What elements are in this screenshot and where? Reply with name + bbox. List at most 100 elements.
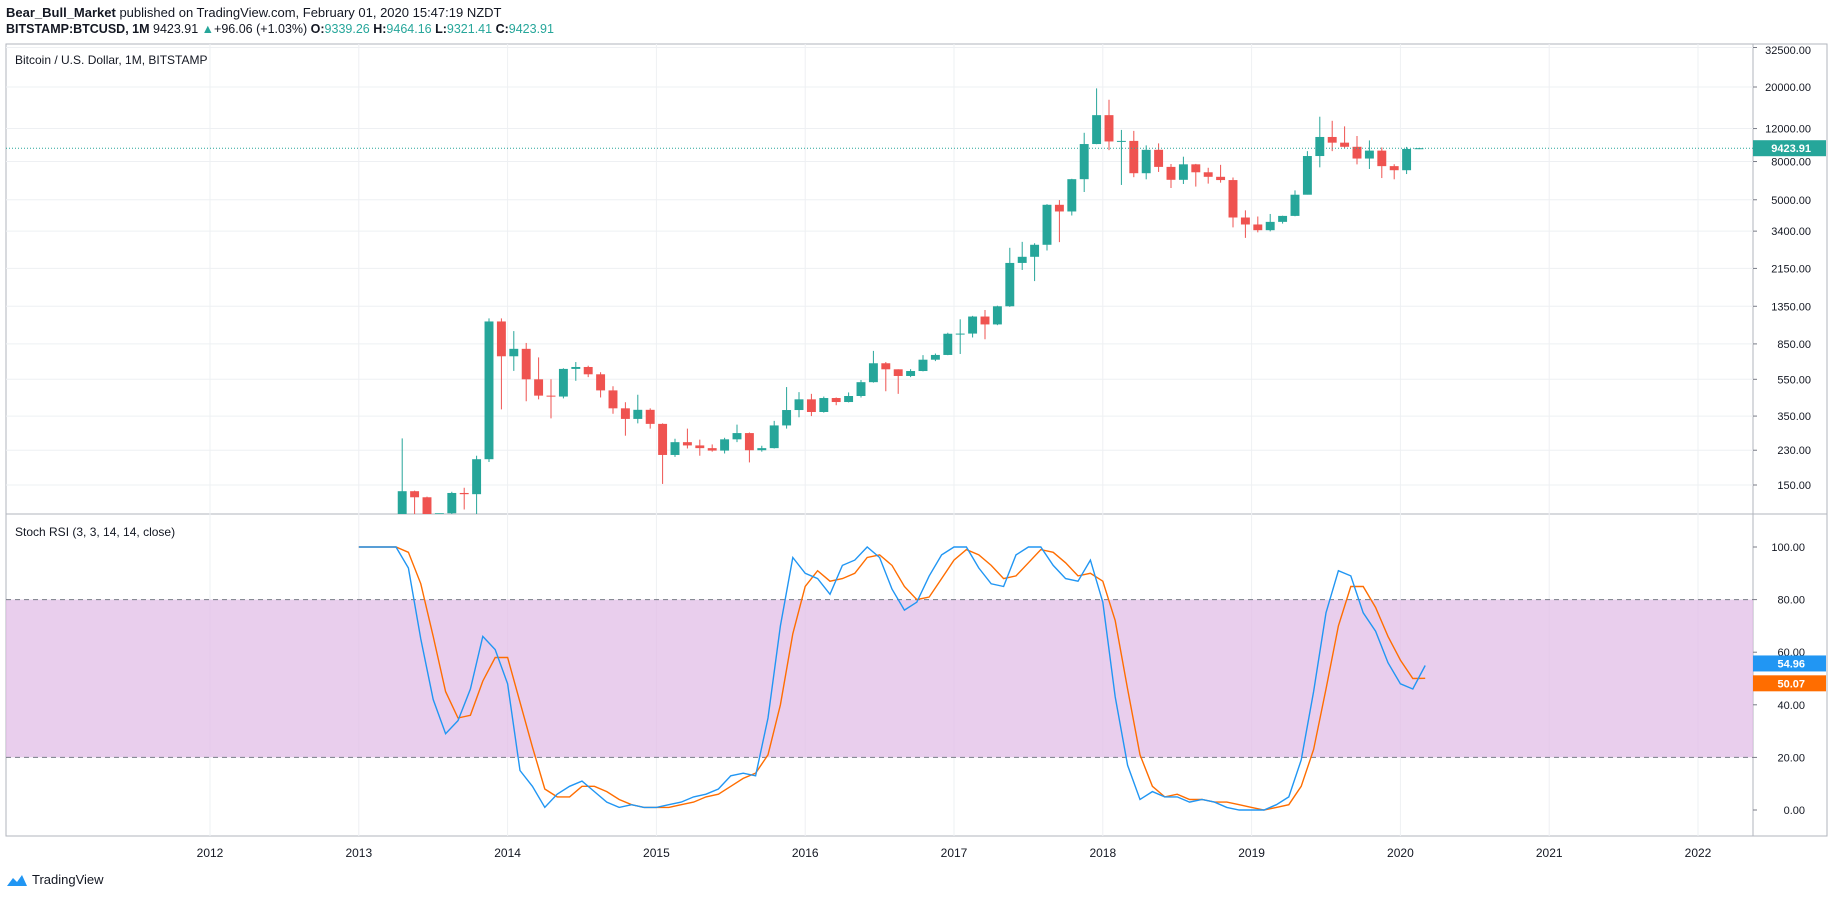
candle-body[interactable] [571, 366, 581, 369]
candle-body[interactable] [757, 448, 767, 451]
candle-body[interactable] [1265, 221, 1275, 231]
candle-body[interactable] [670, 442, 680, 455]
candle-body[interactable] [794, 399, 804, 411]
candle-body[interactable] [521, 348, 531, 380]
candle-body[interactable] [1327, 136, 1337, 143]
stoch-tick-label: 80.00 [1777, 595, 1805, 607]
candle-body[interactable] [1290, 194, 1300, 216]
candle-body[interactable] [831, 398, 841, 403]
candle-body[interactable] [1278, 215, 1288, 222]
stoch-tick-label: 40.00 [1777, 700, 1805, 712]
candle-body[interactable] [1054, 204, 1064, 212]
candle-body[interactable] [1228, 180, 1238, 218]
candle-body[interactable] [509, 348, 519, 357]
candle-body[interactable] [1352, 146, 1362, 159]
candle-body[interactable] [856, 382, 866, 396]
brand-label[interactable]: TradingView [32, 872, 104, 887]
candle-body[interactable] [906, 371, 916, 376]
price-tick-label: 150.00 [1777, 480, 1811, 492]
candle-body[interactable] [1402, 148, 1412, 171]
candle-body[interactable] [1005, 262, 1015, 307]
stoch-k-line[interactable] [358, 546, 1426, 811]
candle-body[interactable] [1253, 224, 1263, 231]
candle-body[interactable] [732, 433, 742, 440]
candle-body[interactable] [410, 491, 420, 498]
candle-body[interactable] [1240, 217, 1250, 225]
chart-canvas[interactable]: 2012 2013 2014 2015 2016 2017 2018 2019 2020 2021… [0, 0, 1828, 870]
candle-body[interactable] [434, 513, 444, 520]
candle-body[interactable] [484, 321, 494, 460]
candle-body[interactable] [1178, 164, 1188, 180]
candle-body[interactable] [447, 492, 457, 514]
candle-body[interactable] [844, 395, 854, 403]
candle-body[interactable] [1042, 204, 1052, 245]
candle-body[interactable] [1092, 115, 1102, 145]
candle-body[interactable] [583, 366, 593, 375]
candle-body[interactable] [782, 410, 792, 426]
candle-body[interactable] [1364, 150, 1374, 159]
candle-body[interactable] [397, 491, 407, 523]
candle-body[interactable] [558, 368, 568, 397]
candle-body[interactable] [1166, 166, 1176, 180]
candle-body[interactable] [819, 398, 829, 412]
candle-body[interactable] [633, 409, 643, 419]
candle-body[interactable] [1017, 256, 1027, 263]
candle-body[interactable] [422, 497, 432, 520]
stoch-d-line[interactable] [358, 546, 1426, 811]
price-tick-label: 12000.00 [1765, 124, 1811, 136]
candle-body[interactable] [893, 369, 903, 376]
candle-body[interactable] [459, 492, 469, 495]
candle-body[interactable] [1104, 115, 1114, 142]
candle-body[interactable] [707, 448, 717, 451]
candle-body[interactable] [930, 354, 940, 360]
candle-body[interactable] [1030, 244, 1040, 257]
candle-body[interactable] [608, 390, 618, 409]
candle-body[interactable] [1216, 176, 1226, 181]
candle-body[interactable] [1340, 142, 1350, 147]
candle-body[interactable] [769, 425, 779, 449]
candle-body[interactable] [1067, 179, 1077, 212]
candle-body[interactable] [1389, 166, 1399, 171]
candle-body[interactable] [943, 333, 953, 355]
candle-body[interactable] [682, 442, 692, 446]
x-tick-label: 2016 [792, 846, 819, 860]
x-tick-label: 2022 [1685, 846, 1712, 860]
candle-body[interactable] [1377, 150, 1387, 167]
candle-body[interactable] [496, 321, 506, 357]
candle-body[interactable] [534, 379, 544, 396]
candle-body[interactable] [1116, 140, 1126, 142]
candle-body[interactable] [620, 408, 630, 419]
x-tick-label: 2012 [197, 846, 224, 860]
candle-body[interactable] [1079, 144, 1089, 180]
candle-body[interactable] [695, 445, 705, 449]
candle-body[interactable] [918, 359, 928, 372]
open-value: 9339.26 [324, 22, 370, 36]
candle-body[interactable] [1302, 156, 1312, 195]
stoch-tick-label: 20.00 [1777, 752, 1805, 764]
candle-body[interactable] [806, 399, 816, 412]
footer: TradingView [6, 872, 104, 887]
candle-body[interactable] [1154, 149, 1164, 167]
candle-body[interactable] [472, 459, 482, 495]
candle-body[interactable] [1141, 149, 1151, 174]
candle-body[interactable] [881, 363, 891, 370]
candle-body[interactable] [955, 333, 965, 335]
candle-body[interactable] [744, 433, 754, 451]
candle-body[interactable] [1129, 140, 1139, 174]
candle-body[interactable] [658, 423, 668, 455]
candle-body[interactable] [1191, 164, 1201, 173]
candle-body[interactable] [1203, 172, 1213, 177]
candle-body[interactable] [546, 395, 556, 397]
stoch-k-value: 54.96 [1777, 658, 1805, 670]
candle-body[interactable] [868, 363, 878, 383]
candle-body[interactable] [596, 374, 606, 391]
candle-body[interactable] [1315, 136, 1325, 157]
candle-body[interactable] [645, 409, 655, 424]
author-name[interactable]: Bear_Bull_Market [6, 5, 116, 20]
candle-body[interactable] [968, 316, 978, 334]
candle-body[interactable] [992, 306, 1002, 325]
open-label: O: [310, 22, 325, 36]
candle-body[interactable] [720, 439, 730, 451]
chart-frame [5, 43, 1828, 837]
candle-body[interactable] [980, 316, 990, 325]
